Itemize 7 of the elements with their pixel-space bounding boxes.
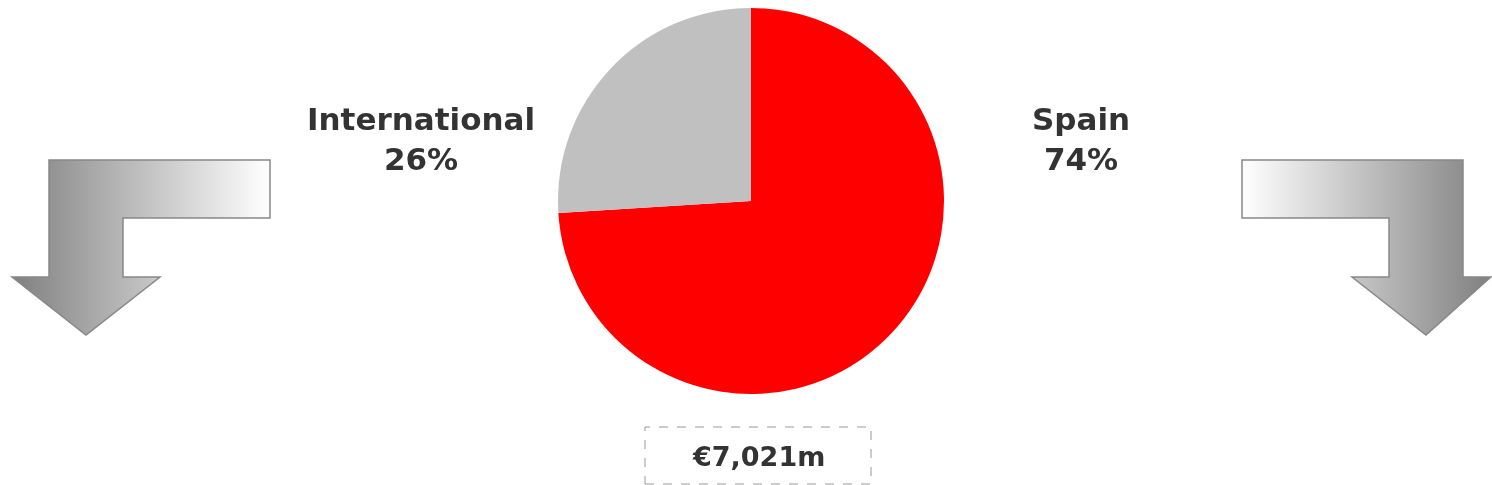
slice-label: Spain bbox=[1032, 101, 1131, 137]
data-label: 74% bbox=[1043, 141, 1119, 178]
slice-label: International bbox=[307, 101, 536, 137]
pie-slice bbox=[558, 8, 751, 214]
pie-slice bbox=[558, 8, 944, 394]
text: €7,021m bbox=[692, 441, 826, 472]
data-label: 26% bbox=[383, 141, 459, 178]
